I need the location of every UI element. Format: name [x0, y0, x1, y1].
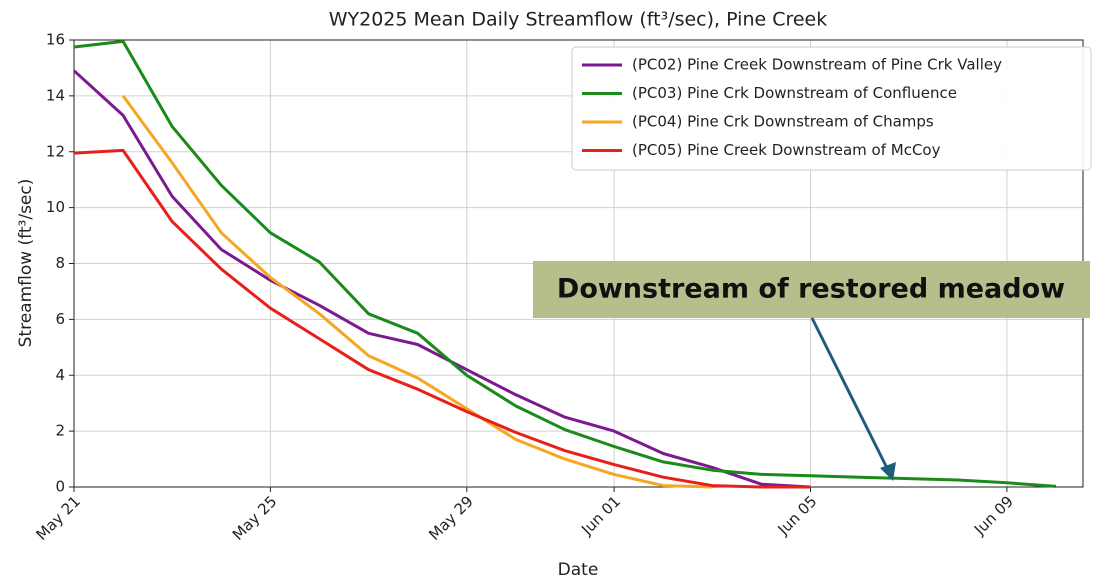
legend-box	[571, 46, 1092, 171]
y-tick-label: 0	[55, 478, 65, 496]
y-tick-label: 10	[46, 198, 65, 216]
x-tick-label: May 29	[425, 492, 477, 544]
legend-label: (PC03) Pine Crk Downstream of Confluence	[632, 84, 957, 102]
y-tick-label: 6	[55, 310, 65, 328]
annotation-arrow	[810, 317, 890, 471]
chart-title: WY2025 Mean Daily Streamflow (ft³/sec), …	[329, 9, 828, 31]
series-line	[72, 69, 811, 489]
x-tick-label: May 21	[32, 492, 84, 544]
y-tick-label: 8	[55, 254, 65, 272]
x-tick-label: Jun 01	[577, 492, 624, 539]
annotation-arrowhead	[880, 462, 896, 481]
annotation-box	[533, 261, 1090, 318]
y-tick-label: 14	[46, 86, 65, 104]
y-tick-label: 12	[46, 142, 65, 160]
x-tick-label: May 25	[229, 492, 281, 544]
series-line	[121, 95, 713, 489]
legend: (PC02) Pine Creek Downstream of Pine Crk…	[571, 46, 1092, 171]
x-axis-label: Date	[558, 560, 599, 580]
y-axis-label: Streamflow (ft³/sec)	[16, 179, 36, 348]
annotation-text: Downstream of restored meadow	[557, 274, 1065, 305]
legend-label: (PC04) Pine Crk Downstream of Champs	[632, 113, 934, 131]
y-tick-label: 16	[46, 31, 65, 49]
series-line	[73, 148, 811, 489]
legend-label: (PC05) Pine Creek Downstream of McCoy	[632, 141, 941, 159]
y-tick-label: 4	[55, 366, 65, 384]
y-tick-label: 2	[55, 422, 65, 440]
legend-label: (PC02) Pine Creek Downstream of Pine Crk…	[632, 56, 1002, 74]
x-tick-label: Jun 05	[774, 492, 821, 539]
x-tick-label: Jun 09	[970, 492, 1017, 539]
